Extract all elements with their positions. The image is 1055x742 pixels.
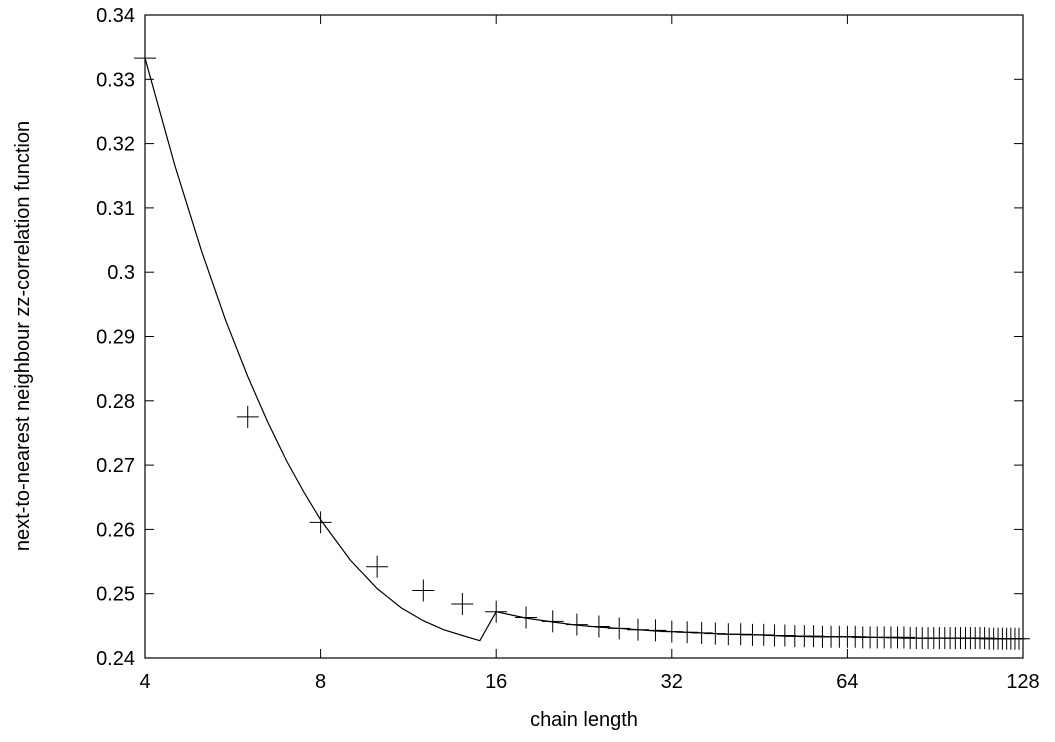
data-point — [660, 620, 683, 643]
data-point — [892, 626, 915, 649]
y-tick-label: 0.24 — [96, 648, 135, 670]
data-point — [1008, 627, 1031, 650]
data-points — [134, 47, 1031, 650]
data-point — [608, 617, 631, 640]
y-tick-label: 0.27 — [96, 455, 135, 477]
plot-frame — [144, 14, 1024, 659]
data-point — [309, 511, 332, 534]
data-point — [412, 579, 435, 602]
y-tick-label: 0.33 — [96, 69, 135, 91]
data-point — [676, 621, 699, 644]
y-tick-label: 0.3 — [107, 262, 135, 284]
x-tick-label: 128 — [1006, 671, 1039, 693]
data-point — [973, 627, 996, 650]
y-tick-label: 0.28 — [96, 391, 135, 413]
data-point — [515, 606, 538, 629]
y-axis-title: next-to-nearest neighbour zz-correlation… — [12, 121, 34, 551]
y-tick-label: 0.29 — [96, 327, 135, 349]
x-tick-label: 64 — [836, 671, 858, 693]
data-point — [802, 625, 825, 648]
y-tick-labels: 0.24 0.25 0.26 0.27 0.28 0.29 0.3 0.31 0.32 0.33 0… — [96, 5, 135, 670]
y-tick-label: 0.25 — [96, 584, 135, 606]
y-tick-label: 0.32 — [96, 134, 135, 156]
data-point — [626, 618, 649, 641]
x-tick-label: 8 — [315, 671, 326, 693]
data-point — [485, 600, 508, 623]
data-point — [704, 622, 727, 645]
data-point — [644, 619, 667, 642]
x-axis-title: chain length — [530, 709, 638, 731]
data-point — [366, 555, 389, 578]
y-tick-label: 0.34 — [96, 5, 135, 27]
data-point — [451, 592, 474, 615]
x-tick-label: 16 — [485, 671, 507, 693]
data-point — [236, 405, 259, 428]
x-tick-label: 4 — [139, 671, 150, 693]
fit-curve — [144, 57, 1023, 642]
data-point — [587, 615, 610, 638]
data-point — [565, 613, 588, 636]
data-point — [773, 624, 796, 647]
data-point — [729, 623, 752, 646]
data-point — [690, 621, 713, 644]
y-tick-label: 0.31 — [96, 198, 135, 220]
axis-ticks — [144, 14, 1024, 659]
x-tick-label: 32 — [661, 671, 683, 693]
data-point — [134, 47, 156, 70]
data-point — [752, 623, 775, 646]
x-tick-labels: 4 8 16 32 64 128 — [139, 671, 1039, 693]
data-point — [541, 610, 564, 633]
y-tick-label: 0.26 — [96, 519, 135, 541]
